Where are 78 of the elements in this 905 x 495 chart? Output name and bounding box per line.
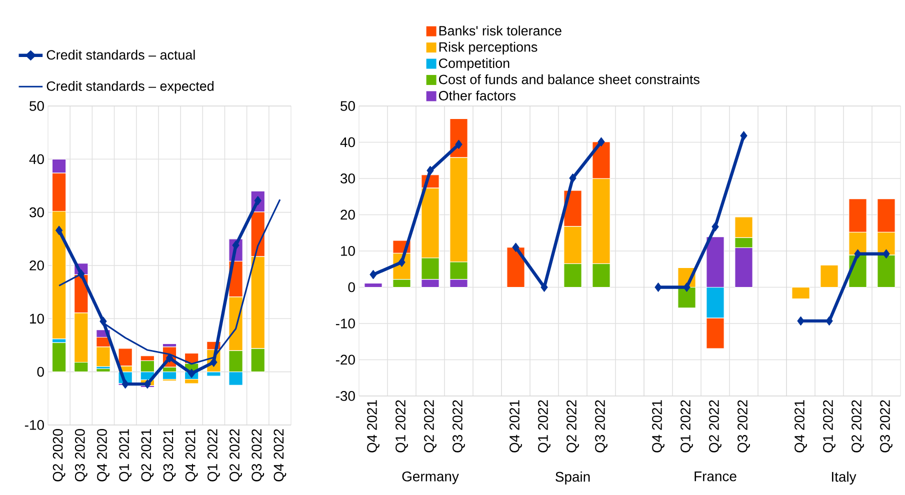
x-tick-label: Q2 2020 [52, 429, 66, 482]
bar [820, 264, 838, 288]
point [370, 270, 377, 280]
x-tick-label: Q4 2021 [794, 400, 807, 452]
x-axis-title: France [694, 472, 736, 482]
bar [52, 342, 66, 372]
bar [162, 372, 177, 380]
x-tick-label: Q1 2021 [119, 429, 132, 482]
point [210, 358, 218, 367]
legend-label: Banks' risk tolerance [439, 26, 562, 36]
x-tick-label: Q2 2022 [709, 400, 722, 452]
y-tick-label: 20 [340, 210, 355, 220]
point [569, 173, 576, 183]
point [144, 379, 152, 389]
x-tick-label: Q4 2021 [185, 429, 198, 482]
point [188, 368, 196, 378]
y-tick-label: -30 [336, 391, 355, 401]
y-tick-label: 50 [340, 101, 355, 111]
point [232, 240, 240, 250]
y-tick-label: 10 [30, 314, 44, 324]
point [166, 353, 174, 363]
point [540, 282, 548, 292]
y-tick-label: 30 [30, 207, 44, 218]
x-tick-label: Q4 2022 [274, 429, 286, 482]
y-tick-label: 30 [340, 174, 355, 184]
x-tick-label: Q1 2022 [538, 400, 550, 452]
point [254, 196, 262, 206]
x-tick-label: Q2 2022 [852, 400, 864, 452]
point [512, 242, 520, 252]
x-axis-title: Spain [556, 472, 590, 484]
y-tick-label: 50 [30, 101, 44, 111]
legend-label: Credit standards – expected [46, 80, 214, 94]
x-tick-label: Q1 2022 [680, 400, 693, 452]
legend-label: Cost of funds and balance sheet constraints [439, 74, 700, 84]
point [455, 140, 462, 150]
x-tick-label: Q1 2022 [207, 429, 220, 482]
x-tick-label: Q3 2022 [452, 400, 465, 452]
x-tick-label: Q3 2022 [880, 400, 892, 452]
x-tick-label: Q2 2022 [566, 400, 579, 452]
bar [792, 286, 810, 300]
y-tick-label: -20 [336, 354, 355, 365]
point [598, 137, 605, 147]
x-tick-label: Q1 2022 [396, 400, 408, 452]
x-tick-label: Q3 2021 [163, 429, 176, 482]
point [426, 166, 434, 176]
y-tick-label: -10 [24, 420, 44, 430]
y-tick-label: 20 [30, 260, 44, 270]
point [100, 316, 107, 326]
y-tick-label: 0 [37, 366, 44, 377]
point [122, 379, 129, 389]
x-tick-label: Q1 2022 [823, 400, 836, 452]
x-tick-label: Q4 2020 [97, 429, 110, 482]
y-tick-label: 40 [340, 137, 355, 148]
legend-label: Other factors [438, 90, 516, 100]
y-tick-label: 40 [29, 154, 44, 164]
x-tick-label: Q4 2021 [367, 400, 380, 452]
x-tick-label: Q2 2022 [230, 429, 242, 482]
x-axis-title: Germany [402, 471, 459, 484]
x-tick-label: Q4 2021 [510, 400, 522, 452]
bar [506, 247, 525, 288]
bar [364, 282, 382, 288]
legend-label: Competition [439, 58, 510, 71]
x-tick-label: Q3 2022 [738, 400, 750, 452]
y-tick-label: 10 [341, 246, 355, 256]
y-tick-label: -10 [336, 318, 355, 328]
x-tick-label: Q2 2021 [141, 429, 154, 482]
point [78, 269, 85, 279]
x-axis-title: Italy [832, 472, 856, 484]
x-tick-label: Q2 2022 [424, 400, 436, 452]
legend-label: Risk perceptions [439, 42, 538, 54]
x-tick-label: Q4 2021 [652, 400, 664, 452]
x-tick-label: Q3 2022 [595, 400, 608, 452]
point [398, 257, 406, 267]
legend-label: Credit standards – actual [46, 50, 195, 60]
y-tick-label: 0 [348, 282, 355, 292]
point [55, 226, 63, 236]
x-tick-label: Q3 2022 [252, 429, 264, 482]
x-tick-label: Q3 2020 [74, 429, 88, 482]
